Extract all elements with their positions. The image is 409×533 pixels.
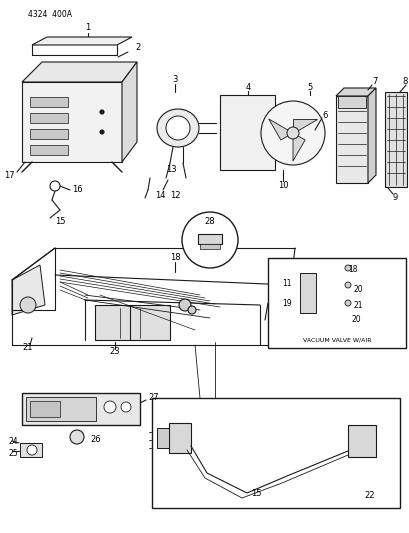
Polygon shape [335,88,375,96]
Polygon shape [22,62,137,82]
Bar [22,393,139,425]
Text: 8: 8 [402,77,407,86]
Circle shape [344,282,350,288]
Bar [152,398,399,508]
Text: 24: 24 [8,437,18,446]
Bar [30,129,68,139]
Text: 12: 12 [170,191,180,200]
Text: 10: 10 [277,181,288,190]
Circle shape [100,110,104,114]
Text: 19: 19 [281,298,291,308]
Bar [30,145,68,155]
Circle shape [27,445,37,455]
Text: 25: 25 [8,448,18,457]
Text: 3: 3 [172,76,177,85]
Circle shape [70,430,84,444]
Text: 17: 17 [4,171,15,180]
Bar [30,97,68,107]
Circle shape [166,116,189,140]
Polygon shape [12,265,45,315]
Text: 22: 22 [364,491,374,500]
Text: 4324  400A: 4324 400A [28,10,72,19]
Text: 14: 14 [155,190,165,199]
Polygon shape [299,273,315,313]
Polygon shape [367,88,375,183]
Text: 20: 20 [352,286,362,295]
Text: 2: 2 [135,44,140,52]
Text: 5: 5 [307,84,312,93]
Text: 21: 21 [353,302,362,311]
Text: 26: 26 [90,434,100,443]
Polygon shape [292,119,317,133]
Text: 18: 18 [169,254,180,262]
Text: 15: 15 [250,489,261,497]
Bar [198,234,221,244]
Circle shape [261,101,324,165]
Circle shape [20,297,36,313]
Ellipse shape [157,109,198,147]
Polygon shape [122,62,137,162]
Polygon shape [32,37,132,45]
Bar [347,425,375,457]
Circle shape [50,181,60,191]
Polygon shape [22,82,122,162]
Bar [200,244,220,249]
Circle shape [182,212,237,268]
Text: 1: 1 [85,23,90,33]
Circle shape [344,300,350,306]
Bar [267,258,405,348]
Text: 18: 18 [347,265,357,274]
Text: 27: 27 [148,393,158,402]
Bar [30,401,60,417]
Text: 11: 11 [281,279,291,287]
Circle shape [100,130,104,134]
Text: 16: 16 [72,185,83,195]
Circle shape [286,127,298,139]
Bar [337,96,365,108]
Text: 7: 7 [371,77,377,86]
Text: 13: 13 [166,166,176,174]
Text: VACUUM VALVE W/AIR: VACUUM VALVE W/AIR [302,337,370,343]
Bar [95,305,170,340]
Text: 21: 21 [22,343,33,352]
Text: 6: 6 [321,110,327,119]
Circle shape [179,299,191,311]
Text: 9: 9 [391,193,397,203]
Circle shape [104,401,116,413]
Bar [384,92,406,187]
Text: 15: 15 [55,217,65,227]
Circle shape [188,306,196,314]
Bar [30,113,68,123]
Polygon shape [292,133,304,161]
Text: 20: 20 [351,316,360,325]
Bar [26,397,96,421]
Text: 23: 23 [110,348,120,357]
Text: 4: 4 [245,84,250,93]
Polygon shape [335,96,367,183]
Text: 28: 28 [204,217,215,227]
Bar [157,428,169,448]
Bar [220,95,274,170]
Circle shape [344,265,350,271]
Bar [169,423,191,453]
Polygon shape [268,119,292,140]
Circle shape [121,402,131,412]
Bar [20,443,42,457]
